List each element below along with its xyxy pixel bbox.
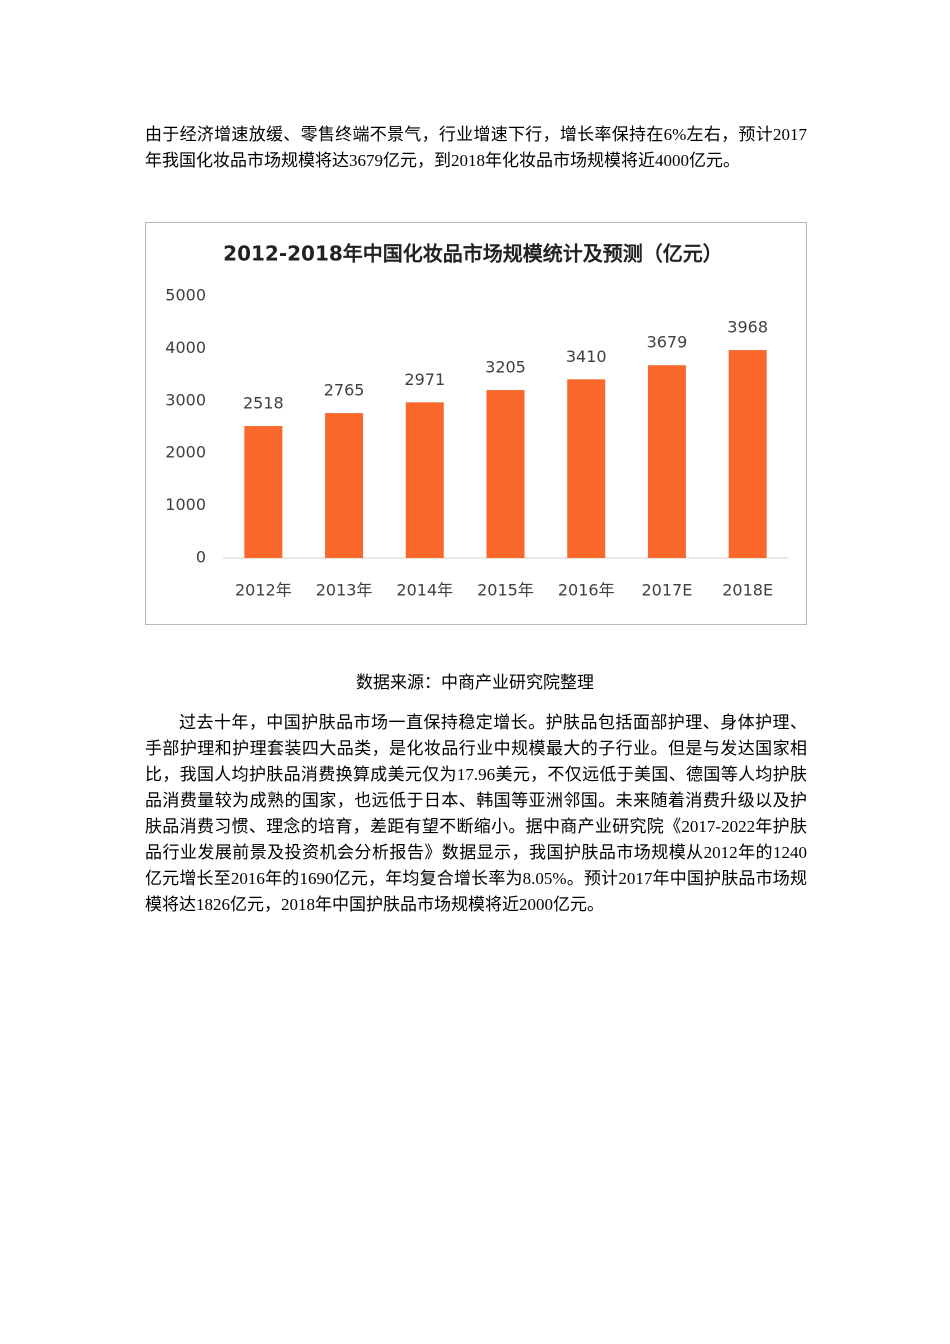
paragraph: 由于经济增速放缓、零售终端不景气，行业增速下行，增长率保持在6%左右，预计201… — [145, 125, 807, 170]
x-tick-label: 2017E — [642, 581, 693, 600]
value-label: 3205 — [485, 358, 526, 377]
value-label: 3410 — [566, 347, 607, 366]
bar — [728, 350, 767, 558]
bar — [244, 426, 283, 558]
value-label: 3679 — [647, 333, 688, 352]
x-tick-label: 2018E — [722, 581, 773, 600]
bar — [486, 390, 525, 558]
y-tick-label: 0 — [196, 548, 206, 567]
paragraph: 过去十年，中国护肤品市场一直保持稳定增长。护肤品包括面部护理、身体护理、手部护理… — [145, 713, 807, 914]
y-tick-label: 1000 — [165, 495, 206, 514]
value-label: 2765 — [324, 381, 365, 400]
x-tick-label: 2013年 — [316, 581, 373, 600]
chart: 2012-2018年中国化妆品市场规模统计及预测（亿元） 0 1000 2000 30… — [145, 222, 807, 625]
y-tick-label: 3000 — [165, 390, 206, 409]
y-tick-label: 4000 — [165, 338, 206, 357]
caption: 数据来源：中商产业研究院整理 — [356, 673, 594, 692]
x-tick-label: 2014年 — [396, 581, 453, 600]
value-label: 2518 — [243, 394, 284, 413]
x-tick-label: 2015年 — [477, 581, 534, 600]
bar — [567, 379, 606, 558]
bar — [405, 402, 444, 558]
x-tick-label: 2016年 — [558, 581, 615, 600]
bar — [647, 365, 686, 558]
chart-title: 2012-2018年中国化妆品市场规模统计及预测（亿元） — [223, 242, 723, 266]
y-tick-label: 5000 — [165, 286, 206, 305]
bar — [325, 413, 364, 558]
x-tick-label: 2012年 — [235, 581, 292, 600]
value-label: 3968 — [727, 318, 768, 337]
y-tick-label: 2000 — [165, 443, 206, 462]
value-label: 2971 — [404, 370, 445, 389]
